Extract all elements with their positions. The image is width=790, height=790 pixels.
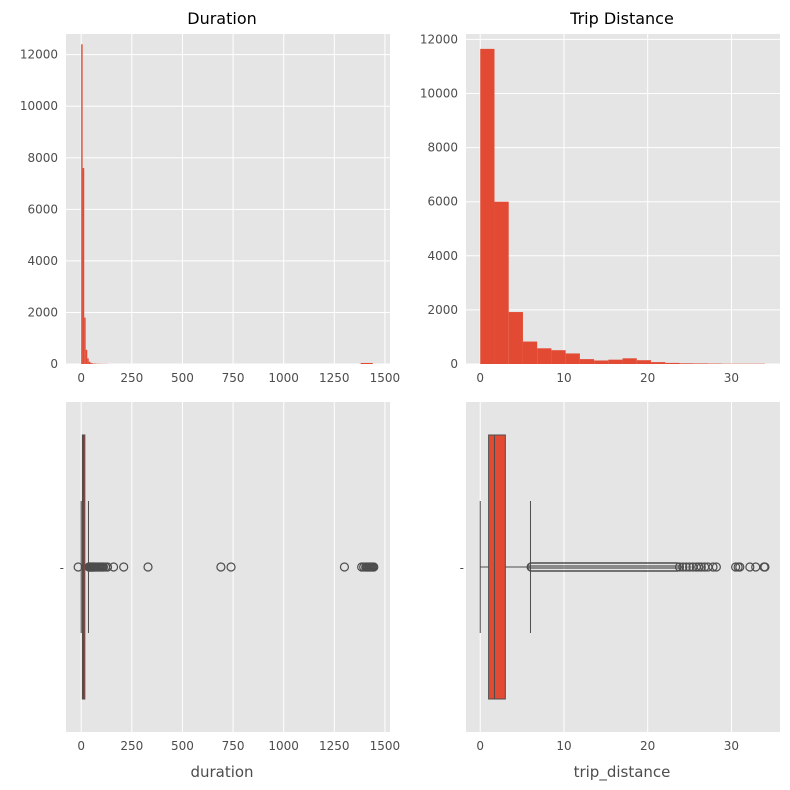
- trip-distance-boxplot-ytick: -: [460, 561, 464, 575]
- outlier-point: [73, 562, 83, 572]
- y-tick-label: 2000: [27, 305, 58, 319]
- histogram-bar: [480, 48, 495, 365]
- outlier-point: [339, 562, 350, 572]
- iqr-box: [488, 434, 506, 700]
- y-tick-label: 8000: [427, 141, 458, 155]
- trip-distance-histogram-panel: Trip Distance 0 10 20 30 0 2000 4000 6000 8000 10…: [420, 9, 780, 385]
- y-tick-label: 0: [450, 357, 458, 371]
- outlier-point: [731, 562, 741, 572]
- y-tick-label: 12000: [20, 48, 58, 62]
- y-tick-label: 6000: [27, 202, 58, 216]
- x-tick-label: 30: [724, 739, 739, 753]
- outlier-point: [674, 562, 685, 572]
- x-tick-label: 10: [556, 371, 571, 385]
- histogram-bar: [88, 361, 91, 364]
- histogram-bar: [90, 362, 92, 364]
- plot-area-background: [66, 402, 390, 732]
- x-tick-label: 750: [222, 739, 245, 753]
- duration-boxplot-ytick: -: [60, 561, 64, 575]
- x-tick-label: 1250: [319, 371, 350, 385]
- outlier-point: [735, 562, 745, 572]
- histogram-bar: [508, 312, 523, 364]
- dense-outlier-band-fill: [527, 565, 682, 569]
- histogram-bar: [84, 317, 86, 364]
- y-tick-label: 0: [50, 357, 58, 371]
- histogram-bar: [622, 358, 637, 364]
- x-tick-label: 750: [222, 371, 245, 385]
- outlier-point: [708, 562, 718, 572]
- plot-area-background: [66, 34, 390, 364]
- y-tick-label: 2000: [427, 303, 458, 317]
- outlier-point: [102, 562, 113, 572]
- duration-histogram-panel: Duration 0 250 500 750 1000 1250 1500 0 2000 4000…: [20, 9, 400, 385]
- trip-distance-histogram-title: Trip Distance: [569, 9, 674, 28]
- x-tick-label: 0: [476, 371, 484, 385]
- duration-boxplot-panel: - duration 0 250 500 750 1000 1250 1500: [60, 402, 401, 781]
- histogram-bar: [565, 353, 580, 364]
- duration-histogram-title: Duration: [187, 9, 257, 28]
- y-tick-label: 8000: [27, 151, 58, 165]
- outlier-point: [119, 562, 129, 572]
- outlier-point: [216, 562, 226, 572]
- histogram-bar: [91, 363, 94, 364]
- y-tick-label: 10000: [20, 99, 58, 113]
- histogram-bar: [551, 350, 566, 364]
- x-tick-label: 1000: [268, 371, 299, 385]
- histogram-bar: [636, 360, 652, 364]
- x-tick-label: 250: [120, 739, 143, 753]
- histogram-bar: [594, 360, 609, 364]
- x-tick-label: 500: [171, 739, 194, 753]
- x-tick-label: 20: [640, 739, 655, 753]
- histogram-bar: [81, 44, 83, 364]
- y-tick-label: 6000: [427, 195, 458, 209]
- outlier-point: [711, 562, 721, 572]
- x-tick-label: 0: [77, 371, 85, 385]
- outlier-point: [696, 562, 706, 572]
- outlier-point: [369, 562, 379, 572]
- x-tick-label: 1000: [268, 739, 299, 753]
- x-tick-label: 250: [120, 371, 143, 385]
- histogram-bar: [522, 341, 538, 364]
- outlier-point: [684, 562, 695, 572]
- plot-area-background: [466, 34, 780, 364]
- outlier-point: [226, 562, 236, 572]
- histogram-bar: [87, 358, 89, 364]
- histogram-bar: [82, 168, 85, 364]
- x-tick-label: 0: [476, 739, 484, 753]
- outlier-point: [143, 562, 153, 572]
- outlier-point: [678, 562, 688, 572]
- y-tick-label: 4000: [427, 249, 458, 263]
- x-tick-label: 500: [171, 371, 194, 385]
- histogram-bar: [693, 363, 708, 364]
- y-tick-label: 12000: [420, 32, 458, 46]
- x-tick-label: 0: [77, 739, 85, 753]
- histogram-bar: [651, 362, 666, 364]
- trip-distance-boxplot-panel: - trip_distance 0 10 20 30: [460, 402, 780, 782]
- histogram-bar: [85, 349, 88, 364]
- histogram-bar: [579, 359, 595, 364]
- outlier-point: [694, 562, 704, 572]
- outlier-point: [745, 562, 755, 572]
- outlier-point: [108, 562, 119, 572]
- histogram-bar: [360, 362, 373, 364]
- y-tick-label: 10000: [420, 87, 458, 101]
- x-tick-label: 1500: [370, 371, 401, 385]
- histogram-bar: [494, 201, 509, 364]
- outlier-point: [760, 562, 770, 572]
- x-tick-label: 30: [724, 371, 739, 385]
- x-tick-label: 20: [640, 371, 655, 385]
- x-tick-label: 1250: [319, 739, 350, 753]
- histogram-bar: [537, 348, 552, 364]
- duration-boxplot-xlabel: duration: [190, 763, 253, 781]
- trip-distance-boxplot-xlabel: trip_distance: [574, 763, 671, 782]
- y-tick-label: 4000: [27, 254, 58, 268]
- outlier-point: [681, 562, 691, 572]
- histogram-bar: [608, 359, 623, 364]
- x-tick-label: 10: [556, 739, 571, 753]
- histogram-bar: [679, 363, 694, 364]
- histogram-bar: [665, 362, 680, 364]
- x-tick-label: 1500: [370, 739, 401, 753]
